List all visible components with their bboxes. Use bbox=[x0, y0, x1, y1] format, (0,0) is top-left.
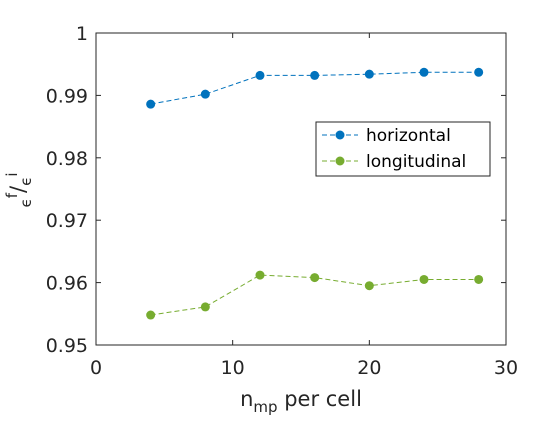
data-point-longitudinal bbox=[419, 274, 429, 284]
x-tick-label: 30 bbox=[494, 357, 518, 379]
data-point-horizontal bbox=[255, 70, 265, 80]
series-layer bbox=[146, 67, 484, 320]
data-point-longitudinal bbox=[474, 274, 484, 284]
y-tick-label: 0.99 bbox=[46, 85, 88, 107]
legend-marker-horizontal bbox=[335, 130, 345, 140]
y-axis: 0.95 0.96 0.97 0.98 0.99 1 bbox=[46, 23, 506, 357]
data-point-horizontal bbox=[364, 69, 374, 79]
x-axis: 0 10 20 30 bbox=[90, 33, 518, 379]
y-tick-label: 0.96 bbox=[46, 273, 88, 295]
x-tick-label: 20 bbox=[357, 357, 381, 379]
plot-area bbox=[95, 32, 507, 346]
y-tick-label: 1 bbox=[76, 23, 88, 45]
data-point-longitudinal bbox=[310, 273, 320, 283]
legend-marker-longitudinal bbox=[335, 156, 345, 166]
y-label-slash: / bbox=[6, 185, 30, 193]
data-point-longitudinal bbox=[255, 270, 265, 280]
y-tick-label: 0.97 bbox=[46, 210, 88, 232]
svg-text:ϵf/ϵi: ϵf/ϵi bbox=[3, 173, 35, 208]
y-label-sub1: ϵ bbox=[17, 198, 35, 207]
data-point-horizontal bbox=[474, 67, 484, 77]
data-point-longitudinal bbox=[146, 310, 156, 320]
y-label-sup1: f bbox=[3, 192, 21, 198]
data-point-horizontal bbox=[146, 99, 156, 109]
y-label-sub2: ϵ bbox=[17, 177, 35, 186]
x-axis-label: nmp per cell bbox=[240, 387, 362, 416]
data-point-horizontal bbox=[200, 89, 210, 99]
x-tick-label: 10 bbox=[221, 357, 245, 379]
data-point-longitudinal bbox=[200, 302, 210, 312]
y-axis-label: ϵf/ϵi bbox=[3, 173, 35, 208]
data-point-horizontal bbox=[310, 70, 320, 80]
x-axis-label-rest: per cell bbox=[278, 387, 362, 411]
y-tick-label: 0.98 bbox=[46, 148, 88, 170]
x-axis-label-sub: mp bbox=[253, 398, 277, 416]
legend-label-longitudinal: longitudinal bbox=[366, 152, 466, 172]
data-point-longitudinal bbox=[364, 281, 374, 291]
y-label-sup2: i bbox=[3, 173, 21, 177]
legend: horizontal longitudinal bbox=[315, 121, 491, 177]
x-tick-label: 0 bbox=[90, 357, 102, 379]
legend-label-horizontal: horizontal bbox=[366, 126, 451, 146]
data-point-horizontal bbox=[419, 67, 429, 77]
y-tick-label: 0.95 bbox=[46, 335, 88, 357]
legend-box bbox=[315, 121, 491, 177]
x-axis-label-main: n bbox=[240, 387, 253, 411]
